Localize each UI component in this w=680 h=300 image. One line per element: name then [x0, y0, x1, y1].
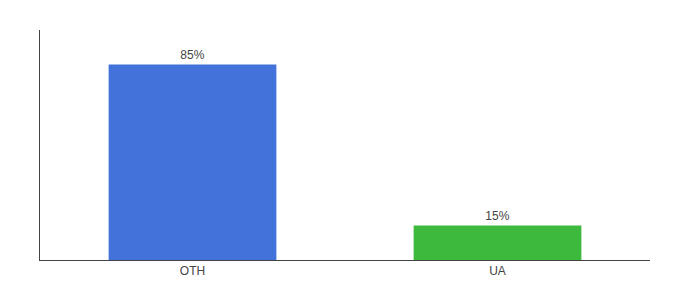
- svg-text:OTH: OTH: [180, 264, 205, 278]
- svg-text:UA: UA: [489, 264, 506, 278]
- svg-text:85%: 85%: [180, 48, 204, 62]
- svg-text:15%: 15%: [485, 209, 509, 223]
